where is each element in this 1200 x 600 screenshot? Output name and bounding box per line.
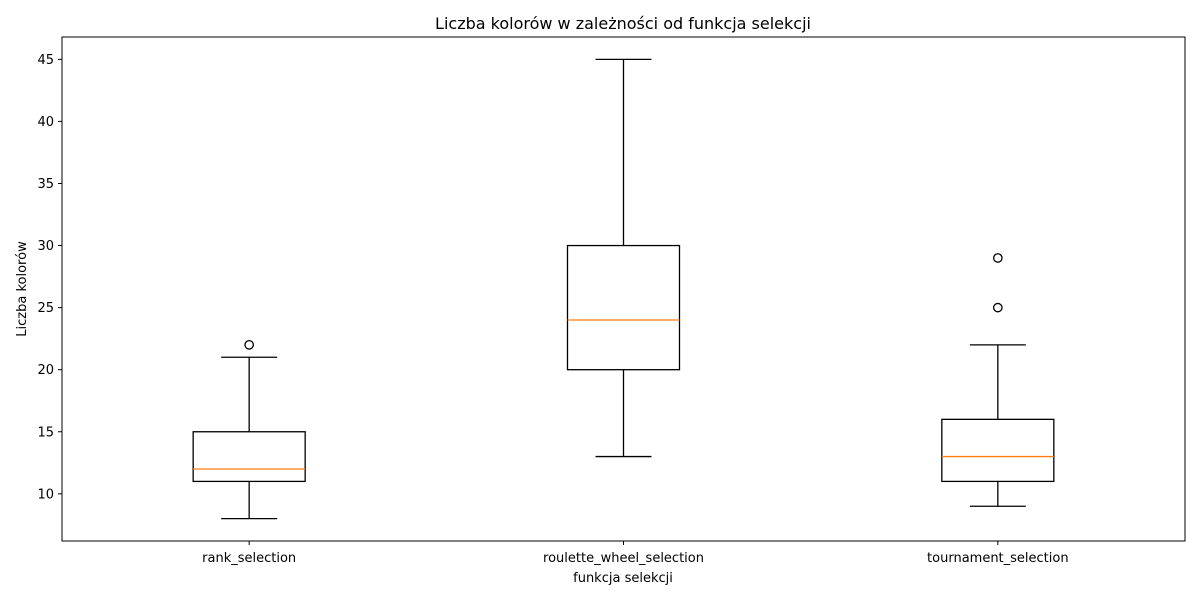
y-tick-label: 20 (37, 363, 54, 378)
y-tick-label: 40 (37, 115, 54, 130)
x-tick-label: tournament_selection (927, 551, 1069, 566)
outlier-point (992, 253, 1003, 263)
x-axis-label: funkcja selekcji (573, 571, 673, 586)
y-tick-label: 30 (37, 239, 54, 254)
box-tournament_selection (941, 253, 1055, 507)
iqr-box (566, 244, 681, 371)
y-tick-label: 15 (37, 425, 54, 440)
y-axis-label: Liczba kolorów (15, 241, 30, 337)
chart-title: Liczba kolorów w zależności od funkcja s… (435, 14, 811, 33)
boxes-group (192, 58, 1055, 520)
iqr-box (192, 431, 306, 483)
x-tick-label: rank_selection (202, 551, 296, 566)
x-tick-label: roulette_wheel_selection (543, 551, 704, 566)
y-tick-label: 10 (37, 487, 54, 502)
outlier-point (244, 340, 255, 350)
y-axis: 10 15 20 25 30 35 40 45 (37, 53, 62, 502)
outlier-point (992, 302, 1003, 313)
x-axis: rank_selection roulette_wheel_selection to… (202, 541, 1069, 566)
box-rank_selection (192, 340, 306, 520)
iqr-box (941, 418, 1055, 483)
box-roulette_wheel_selection (566, 58, 681, 458)
y-tick-label: 45 (37, 53, 54, 68)
y-tick-label: 35 (37, 177, 54, 192)
y-tick-label: 25 (37, 301, 54, 316)
